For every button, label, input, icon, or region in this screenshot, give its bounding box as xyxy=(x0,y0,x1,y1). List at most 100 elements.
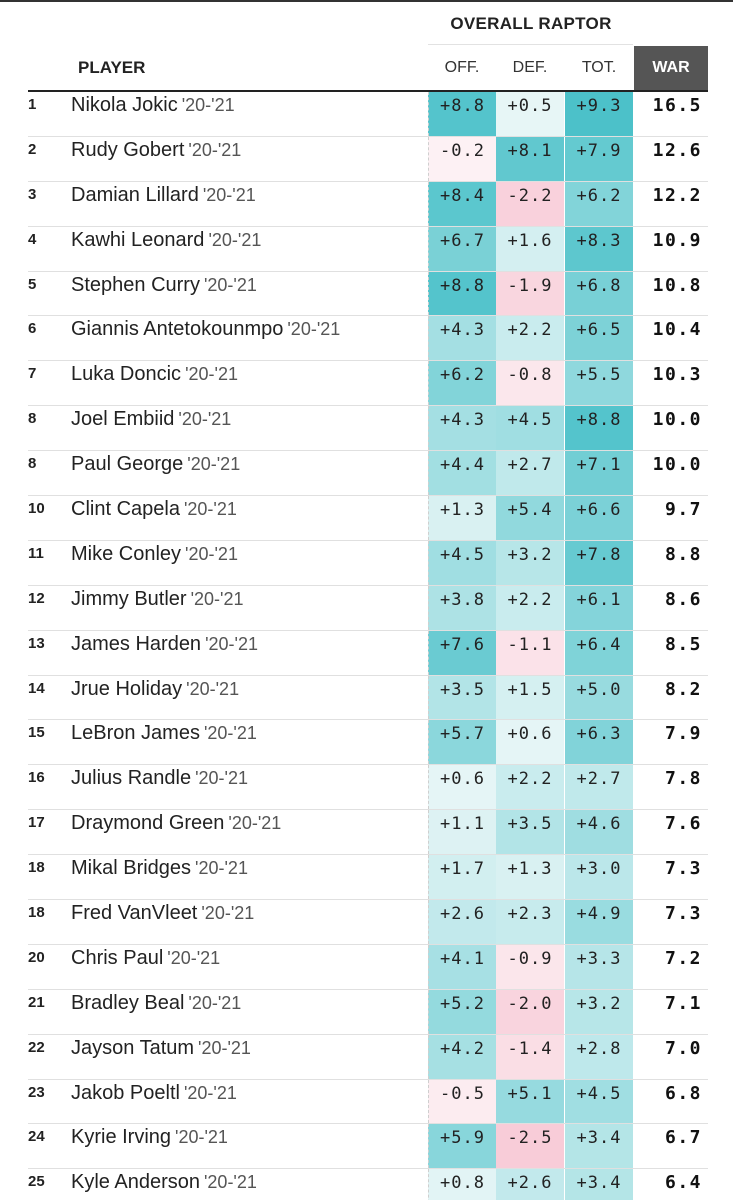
off-rating-cell: +4.3 xyxy=(428,406,496,450)
rank-cell: 5 xyxy=(28,272,64,316)
def-rating-cell: +1.6 xyxy=(496,227,564,271)
def-rating-cell: -1.1 xyxy=(496,631,564,675)
tot-rating-cell: +7.8 xyxy=(565,541,633,585)
war-cell: 7.1 xyxy=(634,990,708,1034)
war-cell: 8.2 xyxy=(634,676,708,720)
war-cell: 6.8 xyxy=(634,1080,708,1124)
table-row: 22 Jayson Tatum '20-'21 +4.2 -1.4 +2.8 7.0 xyxy=(28,1035,708,1080)
def-rating-cell: -1.9 xyxy=(496,272,564,316)
off-rating-cell: +4.4 xyxy=(428,451,496,495)
season-label: '20-'21 xyxy=(182,95,235,115)
player-name: Fred VanVleet xyxy=(71,902,197,924)
def-rating-cell: -2.0 xyxy=(496,990,564,1034)
rank-cell: 4 xyxy=(28,227,64,271)
rank-cell: 13 xyxy=(28,631,64,675)
season-label: '20-'21 xyxy=(191,589,244,609)
def-rating-cell: +2.2 xyxy=(496,765,564,809)
season-label: '20-'21 xyxy=(198,1038,251,1058)
war-cell: 16.5 xyxy=(634,92,708,136)
table-row: 6 Giannis Antetokounmpo '20-'21 +4.3 +2.2 +6.… xyxy=(28,316,708,361)
def-rating-cell: +3.2 xyxy=(496,541,564,585)
def-rating-cell: +2.7 xyxy=(496,451,564,495)
tot-rating-cell: +8.3 xyxy=(565,227,633,271)
table-row: 25 Kyle Anderson '20-'21 +0.8 +2.6 +3.4 6.4 xyxy=(28,1169,708,1200)
tot-rating-cell: +6.4 xyxy=(565,631,633,675)
tot-rating-cell: +2.8 xyxy=(565,1035,633,1079)
def-rating-cell: -0.9 xyxy=(496,945,564,989)
table-row: 13 James Harden '20-'21 +7.6 -1.1 +6.4 8.5 xyxy=(28,631,708,676)
off-rating-cell: +2.6 xyxy=(428,900,496,944)
season-label: '20-'21 xyxy=(204,1172,257,1192)
player-name-cell: James Harden '20-'21 xyxy=(71,631,258,657)
tot-rating-cell: +9.3 xyxy=(565,92,633,136)
player-name-cell: Giannis Antetokounmpo '20-'21 xyxy=(71,316,340,342)
war-cell: 6.4 xyxy=(634,1169,708,1200)
player-name-cell: Jrue Holiday '20-'21 xyxy=(71,676,239,702)
tot-rating-cell: +6.8 xyxy=(565,272,633,316)
war-cell: 6.7 xyxy=(634,1124,708,1168)
season-label: '20-'21 xyxy=(204,275,257,295)
player-name-cell: Kawhi Leonard '20-'21 xyxy=(71,227,261,253)
player-name: Julius Randle xyxy=(71,767,191,789)
rank-cell: 7 xyxy=(28,361,64,405)
player-name-cell: Chris Paul '20-'21 xyxy=(71,945,220,971)
tot-rating-cell: +6.2 xyxy=(565,182,633,226)
off-column-header[interactable]: OFF. xyxy=(428,46,496,90)
season-label: '20-'21 xyxy=(178,409,231,429)
tot-rating-cell: +2.7 xyxy=(565,765,633,809)
rank-cell: 3 xyxy=(28,182,64,226)
def-rating-cell: -1.4 xyxy=(496,1035,564,1079)
def-column-header[interactable]: DEF. xyxy=(496,46,564,90)
season-label: '20-'21 xyxy=(185,364,238,384)
war-column-header[interactable]: WAR xyxy=(634,46,708,90)
group-underline xyxy=(428,44,633,45)
def-rating-cell: +5.4 xyxy=(496,496,564,540)
table-row: 8 Paul George '20-'21 +4.4 +2.7 +7.1 10.0 xyxy=(28,451,708,496)
table-row: 8 Joel Embiid '20-'21 +4.3 +4.5 +8.8 10.0 xyxy=(28,406,708,451)
tot-rating-cell: +3.0 xyxy=(565,855,633,899)
top-rule xyxy=(0,0,733,2)
off-rating-cell: +4.3 xyxy=(428,316,496,360)
tot-column-header[interactable]: TOT. xyxy=(565,46,633,90)
off-rating-cell: +1.7 xyxy=(428,855,496,899)
season-label: '20-'21 xyxy=(167,948,220,968)
off-rating-cell: +5.7 xyxy=(428,720,496,764)
rank-cell: 18 xyxy=(28,900,64,944)
season-label: '20-'21 xyxy=(175,1127,228,1147)
player-name: Luka Doncic xyxy=(71,363,181,385)
war-cell: 8.6 xyxy=(634,586,708,630)
player-name: Kawhi Leonard xyxy=(71,229,204,251)
overall-raptor-group-label: OVERALL RAPTOR xyxy=(428,14,634,34)
table-row: 5 Stephen Curry '20-'21 +8.8 -1.9 +6.8 10.8 xyxy=(28,272,708,317)
rank-cell: 6 xyxy=(28,316,64,360)
war-cell: 10.4 xyxy=(634,316,708,360)
table-row: 16 Julius Randle '20-'21 +0.6 +2.2 +2.7 7.8 xyxy=(28,765,708,810)
player-name: Jayson Tatum xyxy=(71,1037,194,1059)
rank-cell: 8 xyxy=(28,406,64,450)
player-name-cell: Jayson Tatum '20-'21 xyxy=(71,1035,251,1061)
table-row: 14 Jrue Holiday '20-'21 +3.5 +1.5 +5.0 8.2 xyxy=(28,676,708,721)
player-name: Stephen Curry xyxy=(71,274,200,296)
season-label: '20-'21 xyxy=(228,813,281,833)
player-name: LeBron James xyxy=(71,722,200,744)
table-row: 18 Fred VanVleet '20-'21 +2.6 +2.3 +4.9 7.3 xyxy=(28,900,708,945)
tot-rating-cell: +4.5 xyxy=(565,1080,633,1124)
def-rating-cell: +5.1 xyxy=(496,1080,564,1124)
off-rating-cell: +0.6 xyxy=(428,765,496,809)
tot-rating-cell: +8.8 xyxy=(565,406,633,450)
season-label: '20-'21 xyxy=(204,723,257,743)
player-column-header[interactable]: PLAYER xyxy=(78,46,145,90)
player-name-cell: Kyle Anderson '20-'21 xyxy=(71,1169,257,1195)
player-name-cell: Paul George '20-'21 xyxy=(71,451,240,477)
season-label: '20-'21 xyxy=(195,768,248,788)
player-name: Mikal Bridges xyxy=(71,857,191,879)
off-rating-cell: +5.2 xyxy=(428,990,496,1034)
rank-cell: 22 xyxy=(28,1035,64,1079)
player-name: Joel Embiid xyxy=(71,408,174,430)
rank-cell: 15 xyxy=(28,720,64,764)
off-rating-cell: -0.5 xyxy=(428,1080,496,1124)
war-cell: 7.6 xyxy=(634,810,708,854)
table-row: 3 Damian Lillard '20-'21 +8.4 -2.2 +6.2 12.2 xyxy=(28,182,708,227)
player-name: Kyle Anderson xyxy=(71,1171,200,1193)
table-row: 15 LeBron James '20-'21 +5.7 +0.6 +6.3 7.9 xyxy=(28,720,708,765)
